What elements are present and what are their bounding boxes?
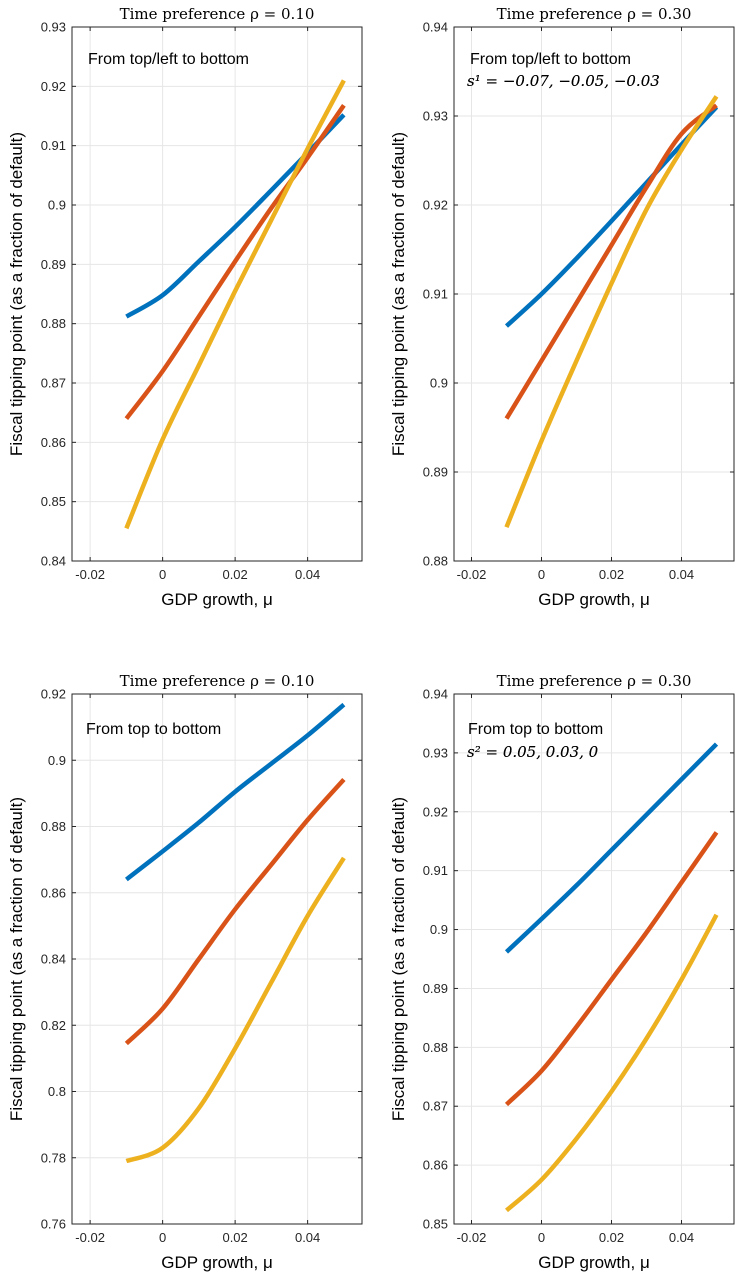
series-line-1: [125, 702, 346, 882]
series-line-2: [504, 103, 718, 420]
x-tick-label: 0: [159, 567, 166, 582]
x-tick-label: 0.02: [222, 1230, 247, 1245]
x-tick-label: 0.04: [295, 567, 320, 582]
y-tick-label: 0.91: [423, 863, 448, 878]
annotation-heading: From top to bottom: [86, 721, 221, 738]
annotation-values: s² = 0.05, 0.03, 0: [467, 743, 599, 761]
annotation-values: s² = 0.05, 0.03, 0: [467, 743, 599, 761]
y-tick-label: 0.84: [41, 554, 66, 569]
x-tick-label: -0.02: [75, 567, 105, 582]
y-tick-label: 0.86: [423, 1158, 448, 1173]
y-tick-label: 0.78: [41, 1150, 66, 1165]
y-tick-label: 0.88: [423, 1040, 448, 1055]
y-tick-label: 0.86: [41, 435, 66, 450]
y-tick-label: 0.92: [423, 198, 448, 213]
y-tick-label: 0.9: [430, 922, 448, 937]
x-tick-label: 0.04: [669, 567, 694, 582]
y-tick-label: 0.85: [423, 1217, 448, 1232]
plot-frame: [71, 26, 363, 562]
y-tick-label: 0.9: [48, 753, 66, 768]
y-tick-label: 0.87: [423, 1099, 448, 1114]
chart-title: Time preference ρ = 0.30: [497, 5, 692, 23]
chart-title: Time preference ρ = 0.10: [120, 5, 315, 23]
series-line-2: [124, 104, 346, 420]
y-tick-label: 0.88: [423, 554, 448, 569]
x-tick-label: -0.02: [457, 567, 487, 582]
annotation-heading: From top/left to bottom: [88, 51, 249, 68]
chart-title: Time preference ρ = 0.30: [497, 672, 692, 690]
x-tick-label: -0.02: [457, 1230, 487, 1245]
y-tick-label: 0.89: [41, 257, 66, 272]
y-tick-label: 0.92: [41, 79, 66, 94]
y-tick-label: 0.87: [41, 376, 66, 391]
x-tick-label: 0.02: [222, 567, 247, 582]
y-tick-label: 0.76: [41, 1217, 66, 1232]
plot-frame: [453, 693, 735, 1225]
series-line-3: [504, 95, 719, 529]
series-line-3: [505, 913, 719, 1213]
panel-4: -0.02 0 0.02 0.04 0.85 0.86 0.87 0.88 0.89 0.9 0.9…: [389, 672, 735, 1272]
series-line-2: [124, 777, 346, 1046]
series-line-1: [504, 105, 719, 328]
x-tick-label: 0.04: [669, 1230, 694, 1245]
grid: [454, 26, 734, 562]
y-tick-label: 0.9: [48, 198, 66, 213]
y-tick-label: 0.89: [423, 981, 448, 996]
x-tick-label: -0.02: [75, 1230, 105, 1245]
y-axis-label: Fiscal tipping point (as a fraction of d…: [7, 797, 26, 1121]
x-tick-label: 0.04: [295, 1230, 320, 1245]
panel-2: -0.02 0 0.02 0.04 0.88 0.89 0.9 0.91 0.92 0.93 0.9…: [389, 5, 735, 609]
x-tick-label: 0.02: [599, 567, 624, 582]
y-tick-label: 0.94: [423, 687, 448, 702]
series-line-3: [125, 856, 346, 1164]
y-tick-label: 0.91: [423, 287, 448, 302]
x-tick-label: 0: [538, 1230, 545, 1245]
x-axis-label: GDP growth, μ: [161, 590, 273, 609]
y-tick-label: 0.92: [41, 687, 66, 702]
x-axis-label: GDP growth, μ: [161, 1253, 273, 1272]
y-axis-label: Fiscal tipping point (as a fraction of d…: [389, 797, 408, 1121]
y-tick-label: 0.89: [423, 465, 448, 480]
y-axis-label: Fiscal tipping point (as a fraction of d…: [7, 132, 26, 456]
x-tick-label: 0: [538, 567, 545, 582]
y-tick-label: 0.9: [430, 376, 448, 391]
x-tick-label: 0.02: [599, 1230, 624, 1245]
y-tick-label: 0.93: [423, 109, 448, 124]
y-tick-label: 0.94: [423, 20, 448, 35]
y-tick-label: 0.86: [41, 885, 66, 900]
panel-3: -0.02 0 0.02 0.04 0.76 0.78 0.8 0.82 0.84 0.86 0.8…: [7, 672, 599, 1272]
series-lines: [504, 742, 719, 1213]
x-axis-label: GDP growth, μ: [538, 1253, 650, 1272]
grid: [72, 693, 362, 1225]
chart-title: Time preference ρ = 0.10: [120, 672, 315, 690]
series-line-1: [504, 742, 719, 954]
y-tick-label: 0.93: [423, 745, 448, 760]
grid: [72, 26, 362, 562]
annotation-values: s¹ = −0.07, −0.05, −0.03: [467, 72, 660, 90]
series-line-3: [124, 79, 346, 530]
annotation-heading: From top/left to bottom: [470, 51, 631, 68]
y-tick-label: 0.84: [41, 952, 66, 967]
series-lines: [124, 79, 346, 530]
y-tick-label: 0.91: [41, 138, 66, 153]
y-axis-label: Fiscal tipping point (as a fraction of d…: [389, 132, 408, 456]
y-tick-label: 0.92: [423, 804, 448, 819]
annotation-heading: From top to bottom: [468, 721, 603, 738]
y-tick-label: 0.8: [48, 1084, 66, 1099]
y-tick-label: 0.88: [41, 316, 66, 331]
series-line-2: [504, 831, 719, 1107]
x-axis-label: GDP growth, μ: [538, 590, 650, 609]
panel-1: -0.02 0 0.02 0.04 0.84 0.85 0.86 0.87 0.88 0.89 0.…: [7, 5, 660, 609]
series-lines: [124, 702, 346, 1164]
y-tick-label: 0.93: [41, 20, 66, 35]
x-tick-label: 0: [159, 1230, 166, 1245]
y-tick-label: 0.88: [41, 819, 66, 834]
y-tick-label: 0.85: [41, 494, 66, 509]
y-tick-label: 0.82: [41, 1018, 66, 1033]
series-lines: [504, 95, 719, 529]
